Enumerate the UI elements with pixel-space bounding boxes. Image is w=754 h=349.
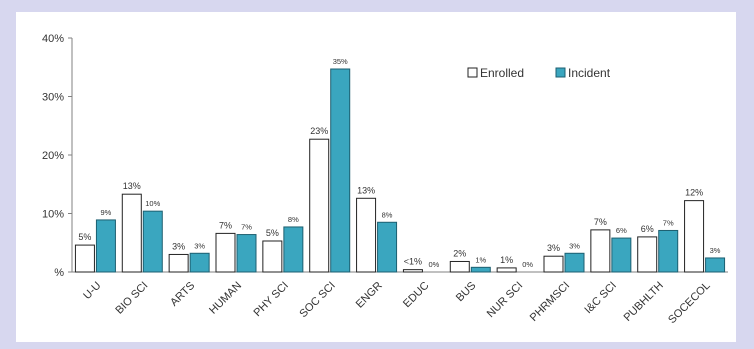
incident-bar	[236, 234, 257, 273]
enrolled-data-label: 6%	[641, 224, 654, 234]
incident-data-label: 6%	[616, 226, 627, 235]
enrolled-bar	[402, 269, 423, 273]
incident-bar	[142, 210, 163, 273]
enrolled-bar	[543, 255, 564, 273]
incident-data-label: 3%	[569, 241, 580, 250]
x-tick-label: PHY SCI	[252, 280, 291, 319]
x-tick-label: SOC SCI	[297, 280, 337, 320]
enrolled-bar	[449, 260, 470, 273]
incident-bar	[377, 221, 398, 273]
x-tick-label: SOCECOL	[666, 280, 713, 327]
incident-bar	[658, 229, 679, 273]
incident-data-label: 7%	[663, 218, 674, 227]
x-tick-label: U-U	[81, 280, 103, 302]
enrolled-bar	[684, 200, 705, 273]
incident-legend-swatch	[555, 67, 566, 78]
y-tick-label: 30%	[42, 92, 64, 104]
incident-bar	[95, 219, 116, 273]
incident-data-label: 35%	[333, 57, 348, 66]
incident-data-label: 9%	[101, 208, 112, 217]
x-tick-label: EDUC	[401, 280, 432, 311]
incident-data-label: 10%	[145, 199, 160, 208]
enrolled-data-label: <1%	[404, 257, 422, 267]
x-tick-label: BUS	[454, 280, 478, 304]
x-tick-label: PHRMSCI	[528, 280, 572, 324]
incident-data-label: 7%	[241, 223, 252, 232]
enrolled-data-label: 7%	[594, 217, 607, 227]
x-tick-label: ARTS	[168, 280, 197, 309]
x-tick-label: ENGR	[354, 280, 385, 311]
enrolled-bar	[356, 197, 377, 273]
incident-bar	[564, 252, 585, 273]
incident-data-label: 1%	[475, 255, 486, 264]
incident-data-label: 0%	[429, 260, 440, 269]
incident-data-label: 3%	[710, 246, 721, 255]
chart-frame: % 10% 20% 30% 40% 5% 9% U-U 13% 10% BIO SCI 3% 3% ART…	[6, 4, 744, 343]
enrolled-bar	[637, 236, 658, 273]
bar-chart: % 10% 20% 30% 40% 5% 9% U-U 13% 10% BIO SCI 3% 3% ART…	[42, 33, 728, 327]
incident-data-label: 8%	[382, 210, 393, 219]
x-tick-label: NUR SCI	[485, 280, 525, 320]
enrolled-bar	[496, 267, 517, 273]
enrolled-bar	[215, 232, 236, 273]
enrolled-data-label: 7%	[219, 220, 232, 230]
enrolled-data-label: 13%	[357, 185, 375, 195]
incident-bar	[611, 237, 632, 273]
enrolled-data-label: 1%	[500, 255, 513, 265]
enrolled-bar	[74, 244, 95, 273]
enrolled-data-label: 3%	[172, 241, 185, 251]
enrolled-data-label: 13%	[123, 181, 141, 191]
enrolled-bar	[168, 253, 189, 273]
enrolled-data-label: 5%	[78, 232, 91, 242]
incident-data-label: 8%	[288, 215, 299, 224]
enrolled-bar	[590, 229, 611, 273]
incident-bar	[705, 257, 726, 273]
incident-bar	[283, 226, 304, 273]
incident-data-label: 3%	[194, 241, 205, 250]
x-tick-label: HUMAN	[207, 280, 244, 317]
y-tick-label: 20%	[42, 150, 64, 162]
enrolled-data-label: 12%	[685, 188, 703, 198]
enrolled-bar	[262, 240, 283, 273]
enrolled-legend-swatch	[467, 67, 478, 78]
enrolled-data-label: 23%	[310, 126, 328, 136]
y-tick-label: %	[54, 267, 64, 279]
incident-legend-label: Incident	[568, 66, 611, 80]
y-tick-label: 40%	[42, 33, 64, 45]
enrolled-bar	[121, 193, 142, 273]
incident-bar	[470, 266, 491, 273]
enrolled-data-label: 5%	[266, 228, 279, 238]
incident-bar	[330, 68, 351, 273]
x-tick-label: I&C SCI	[582, 280, 619, 317]
chart-area: % 10% 20% 30% 40% 5% 9% U-U 13% 10% BIO SCI 3% 3% ART…	[16, 12, 736, 342]
y-tick-label: 10%	[42, 209, 64, 221]
x-tick-label: BIO SCI	[113, 280, 150, 317]
enrolled-data-label: 3%	[547, 243, 560, 253]
enrolled-legend-label: Enrolled	[480, 66, 524, 80]
incident-data-label: 0%	[522, 260, 533, 269]
incident-bar	[189, 252, 210, 273]
x-tick-label: PUBHLTH	[622, 280, 666, 324]
enrolled-bar	[309, 138, 330, 273]
enrolled-data-label: 2%	[453, 248, 466, 258]
